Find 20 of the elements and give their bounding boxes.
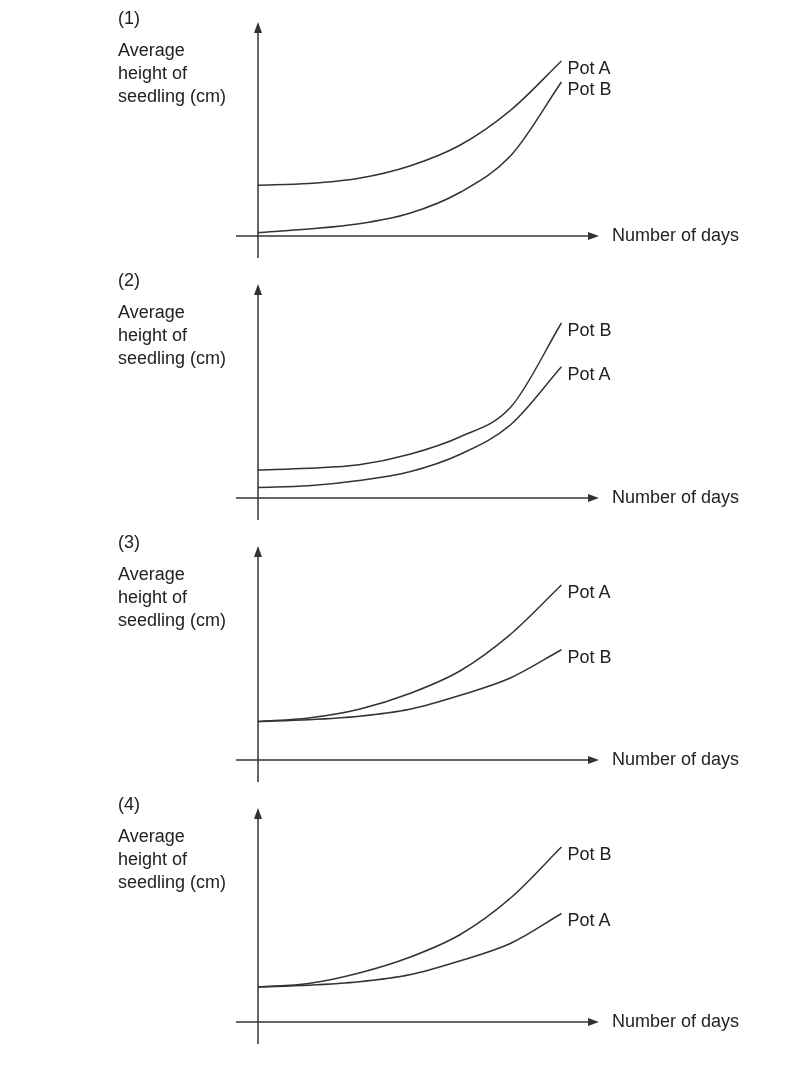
series-label: Pot A: [567, 910, 611, 931]
series-label: Pot A: [567, 363, 611, 384]
x-axis-title: Number of days: [612, 224, 740, 245]
series-label: Pot A: [567, 581, 611, 602]
y-axis-title: Average height of seedling (cm): [118, 825, 227, 892]
x-axis-title: Number of days: [612, 486, 740, 507]
series-label: Pot B: [567, 646, 612, 667]
x-axis-title: Number of days: [612, 1010, 740, 1031]
series-label: Pot A: [567, 57, 611, 78]
x-axis-title: Number of days: [612, 748, 740, 769]
y-axis-title: Average height of seedling (cm): [118, 39, 227, 106]
series-label: Pot B: [567, 843, 612, 864]
series-label: Pot B: [567, 78, 612, 99]
y-axis-title: Average height of seedling (cm): [118, 301, 227, 368]
chart-title: (3): [118, 532, 140, 552]
y-axis-title: Average height of seedling (cm): [118, 563, 227, 630]
chart-title: (4): [118, 794, 140, 814]
chart-title: (2): [118, 270, 140, 290]
series-label: Pot B: [567, 319, 612, 340]
chart-title: (1): [118, 8, 140, 28]
